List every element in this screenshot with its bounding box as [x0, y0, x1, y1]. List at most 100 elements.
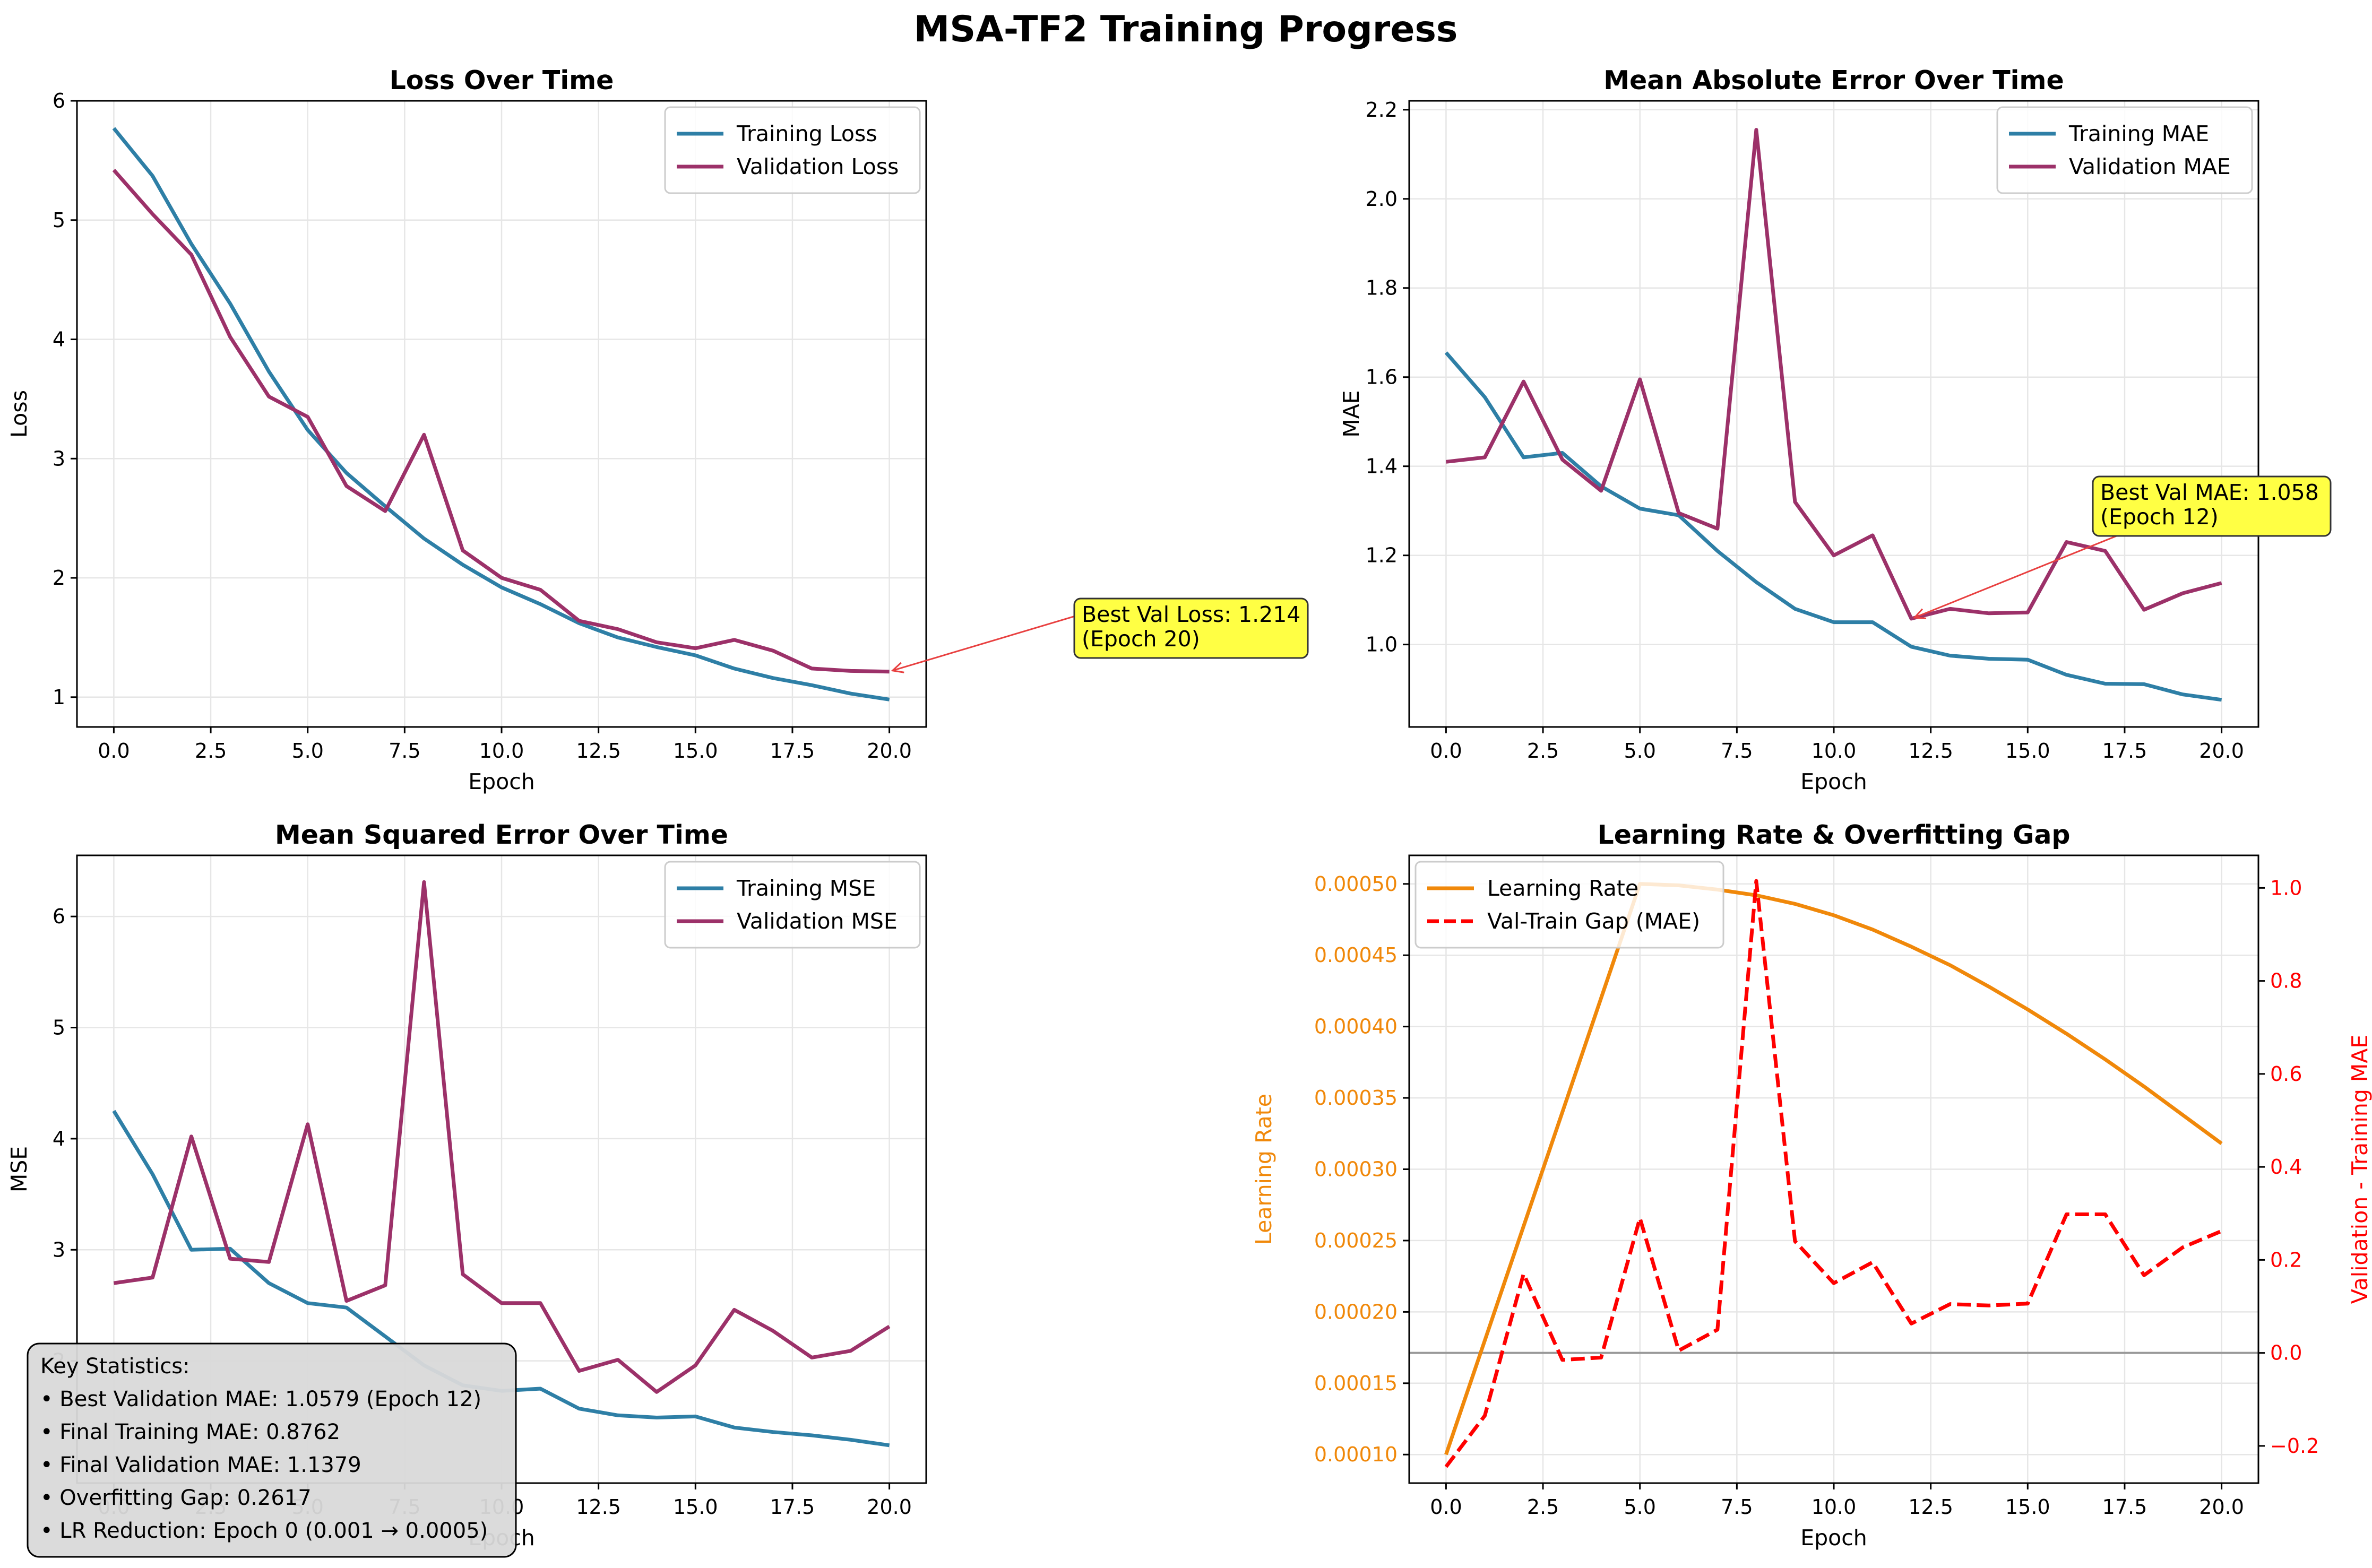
x-tick-label: 12.5 — [1908, 739, 1953, 763]
y-tick-label: 0.00020 — [1314, 1300, 1398, 1323]
x-tick-label: 20.0 — [2199, 739, 2244, 763]
legend: Training Loss Validation Loss — [664, 106, 921, 194]
legend-box — [1414, 861, 1724, 949]
y-tick-label: 6 — [53, 905, 65, 928]
y-tick-label: 6 — [53, 89, 65, 112]
x-tick-label: 7.5 — [1721, 1495, 1753, 1519]
y-right-tick-label: −0.2 — [2270, 1434, 2319, 1458]
y-tick-label: 1.8 — [1366, 276, 1398, 300]
y-right-tick-label: 0.8 — [2270, 969, 2302, 993]
stats-box-background — [27, 1342, 517, 1558]
legend-label: Val-Train Gap (MAE) — [1487, 908, 1700, 934]
stats-line: • Overfitting Gap: 0.2617 — [40, 1486, 312, 1510]
x-tick-label: 5.0 — [291, 739, 323, 763]
y-right-tick-label: 1.0 — [2270, 876, 2302, 899]
chart-panel-2: 0.0 2.5 5.0 7.5 10.0 12.5 15.0 17.5 20.0 1.0 1.2 1.… — [1339, 65, 2332, 794]
x-tick-label: 0.0 — [98, 739, 130, 763]
legend-label: Training Loss — [736, 121, 877, 146]
x-tick-label: 2.5 — [195, 739, 227, 763]
x-axis-label: Epoch — [1800, 1525, 1867, 1550]
y-tick-label: 2.0 — [1366, 187, 1398, 211]
x-tick-label: 10.0 — [1812, 739, 1857, 763]
x-tick-label: 0.0 — [1430, 1495, 1462, 1519]
chart-title: Learning Rate & Overfitting Gap — [1597, 820, 2070, 850]
y-tick-label: 1.0 — [1366, 633, 1398, 656]
y-tick-label: 1.2 — [1366, 544, 1398, 567]
legend-box — [664, 106, 921, 194]
legend-label: Learning Rate — [1487, 876, 1638, 901]
x-tick-label: 15.0 — [673, 1495, 718, 1519]
y-right-tick-label: 0.0 — [2270, 1341, 2302, 1365]
annotation-text: Best Val MAE: 1.058 — [2100, 480, 2319, 505]
y-axis-label: MSE — [6, 1146, 32, 1192]
y-tick-label: 2.2 — [1366, 98, 1398, 122]
x-tick-label: 17.5 — [2102, 1495, 2147, 1519]
annotation-text: (Epoch 12) — [2100, 504, 2219, 530]
y-tick-label: 4 — [53, 328, 65, 351]
annotation-arrowhead — [1912, 608, 1927, 619]
y-tick-label: 4 — [53, 1127, 65, 1150]
x-tick-label: 15.0 — [2005, 1495, 2050, 1519]
stats-line: • Final Training MAE: 0.8762 — [40, 1420, 340, 1444]
y-tick-label: 0.00035 — [1314, 1086, 1398, 1110]
y-right-tick-label: 0.2 — [2270, 1248, 2302, 1271]
series-line-training-mae — [1444, 351, 2222, 702]
x-tick-label: 20.0 — [867, 1495, 912, 1519]
x-tick-label: 5.0 — [1624, 739, 1655, 763]
series-line-learning-rate — [1444, 882, 2223, 1456]
y-tick-label: 3 — [53, 447, 65, 470]
stats-line: Key Statistics: — [40, 1354, 190, 1379]
y-axis-label: Loss — [6, 390, 32, 438]
y-tick-label: 0.00030 — [1314, 1158, 1398, 1181]
series-line-training-loss — [112, 127, 890, 701]
y-tick-label: 0.00010 — [1314, 1443, 1398, 1466]
chart-panel-1: 0.0 2.5 5.0 7.5 10.0 12.5 15.0 17.5 20.0 1 2 3 4 5 6 Lo… — [6, 65, 1309, 794]
chart-title: Mean Squared Error Over Time — [275, 820, 728, 850]
series-line-validation-loss — [112, 169, 890, 674]
legend-box — [664, 861, 921, 949]
x-tick-label: 15.0 — [673, 739, 718, 763]
y-right-tick-label: 0.4 — [2270, 1155, 2302, 1179]
x-tick-label: 20.0 — [867, 739, 912, 763]
y-tick-label: 0.00015 — [1314, 1372, 1398, 1395]
y-tick-label: 0.00050 — [1314, 872, 1398, 896]
annotation-text: Best Val Loss: 1.214 — [1082, 602, 1300, 627]
y-axis-label: Learning Rate — [1251, 1094, 1276, 1245]
y-tick-label: 1.4 — [1366, 455, 1398, 478]
y-tick-label: 0.00040 — [1314, 1015, 1398, 1038]
x-tick-label: 12.5 — [576, 1495, 621, 1519]
annotation-box — [2092, 475, 2332, 537]
y-axis-label: MAE — [1339, 390, 1364, 437]
y-right-axis-label: Validation - Training MAE — [2347, 1035, 2372, 1304]
legend-label: Training MAE — [2068, 121, 2209, 146]
y-tick-label: 1 — [53, 686, 65, 709]
key-statistics-box: Key Statistics: • Best Validation MAE: 1.… — [27, 1342, 517, 1558]
annotation-box — [1073, 597, 1309, 659]
y-tick-label: 1.6 — [1366, 366, 1398, 389]
y-tick-label: 3 — [53, 1238, 65, 1261]
annotation-arrowhead — [891, 662, 904, 673]
y-tick-label: 5 — [53, 1016, 65, 1039]
x-tick-label: 2.5 — [1527, 1495, 1559, 1519]
x-tick-label: 12.5 — [1908, 1495, 1953, 1519]
chart-title: Loss Over Time — [390, 65, 614, 96]
x-tick-label: 7.5 — [389, 739, 420, 763]
y-tick-label: 0.00025 — [1314, 1229, 1398, 1252]
stats-line: • Best Validation MAE: 1.0579 (Epoch 12) — [40, 1387, 481, 1411]
legend: Learning Rate Val-Train Gap (MAE) — [1414, 861, 1724, 949]
x-tick-label: 10.0 — [479, 739, 524, 763]
legend-label: Training MSE — [736, 876, 876, 901]
x-tick-label: 2.5 — [1527, 739, 1559, 763]
x-tick-label: 17.5 — [770, 739, 815, 763]
y-tick-label: 2 — [53, 566, 65, 590]
best-value-annotation: Best Val MAE: 1.058(Epoch 12) — [1912, 475, 2332, 619]
stats-line: • Final Validation MAE: 1.1379 — [40, 1453, 361, 1477]
legend-label: Validation Loss — [737, 154, 899, 179]
x-tick-label: 7.5 — [1721, 739, 1753, 763]
chart-title: Mean Absolute Error Over Time — [1603, 65, 2064, 96]
x-tick-label: 15.0 — [2005, 739, 2050, 763]
y-tick-label: 5 — [53, 209, 65, 232]
x-tick-label: 20.0 — [2199, 1495, 2244, 1519]
